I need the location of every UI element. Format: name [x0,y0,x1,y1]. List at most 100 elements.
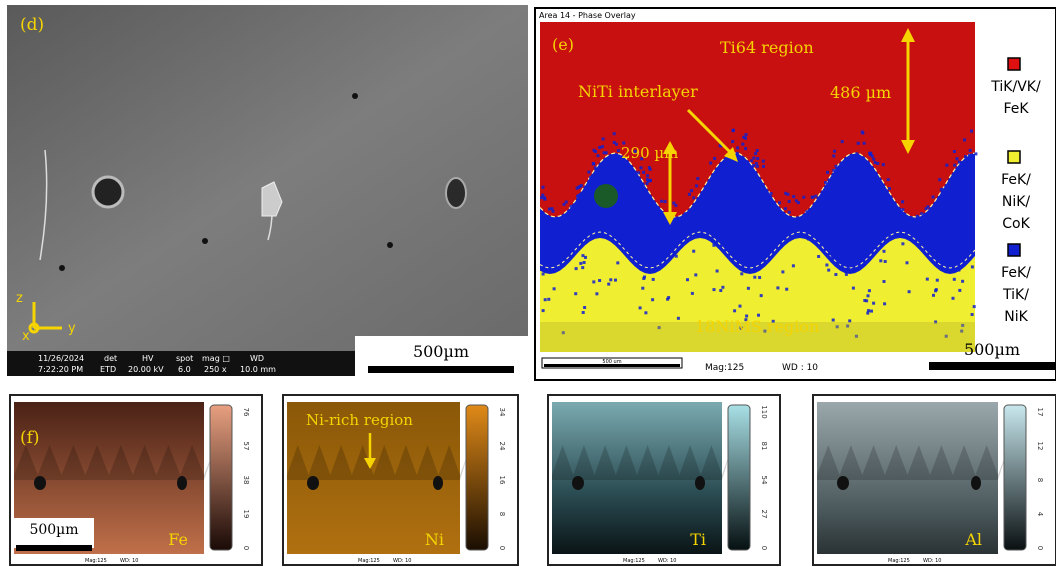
phase-pixel [852,287,855,290]
phase-pixel [641,287,644,290]
phase-pixel [575,267,578,270]
phase-pixel [926,205,929,208]
colorbar-tick: 17 [1036,408,1044,417]
phase-pixel [640,166,643,169]
phase-pixel [547,298,550,301]
phase-pixel [544,298,547,301]
footer-mag: Mag:125 [705,363,744,373]
legend-line: FeK/ [1001,265,1031,281]
phase-pixel [867,294,870,297]
phase-pixel [744,147,747,150]
footer-wd: WD : 10 [782,363,818,373]
info-label: mag □ [202,354,230,363]
phase-pixel [830,256,833,259]
phase-pixel [930,207,933,210]
phase-pixel [731,140,734,143]
figure: (d) z x y 11/26/2024 7:22:20 PM det ETD … [0,0,1056,567]
phase-pixel [901,242,904,245]
phase-pixel [732,129,735,132]
info-label: det [104,354,117,363]
phase-pixel [582,311,585,314]
scale-bar [929,362,1056,370]
phase-pixel [548,208,551,211]
info-value: 250 x [204,365,227,374]
phase-pixel [684,212,687,215]
phase-pixel [760,294,763,297]
phase-pixel [883,302,886,305]
colorbar [728,405,750,550]
scale-label: 500µm [964,340,1020,359]
phase-pixel [649,168,652,171]
phase-pixel [776,286,779,289]
info-value: 10.0 mm [240,365,276,374]
panel-label: (e) [552,35,574,54]
phase-pixel [958,289,961,292]
scale-bar [16,545,92,551]
pore [433,476,443,490]
phase-pixel [617,149,620,152]
phase-pixel [827,269,830,272]
phase-pixel [692,196,695,199]
phase-pixel [595,292,598,295]
phase-pixel [602,138,605,141]
phase-pixel [733,309,736,312]
colorbar-tick: 19 [242,510,250,519]
phase-pixel [642,171,645,174]
legend-label: FeK/TiK/NiK [1001,265,1031,325]
phase-pixel [584,256,587,259]
phase-pixel [736,146,739,149]
phase-pixel [788,200,791,203]
phase-pixel [788,211,791,214]
sem-image [7,5,528,351]
axis-label: x [22,329,30,344]
phase-pixel [953,150,956,153]
pore [177,476,187,490]
phase-pixel [664,200,667,203]
phase-pixel [857,142,860,145]
phase-pixel [754,152,757,155]
map-footer-wd: WD: 10 [393,558,411,564]
phase-pixel [614,279,617,282]
phase-pixel [694,273,697,276]
phase-pixel [926,278,929,281]
info-time: 7:22:20 PM [38,365,83,374]
phase-pixel [542,309,545,312]
phase-pixel [785,288,788,291]
phase-pixel [824,181,827,184]
phase-pixel [869,153,872,156]
phase-pixel [692,250,695,253]
colorbar-tick: 110 [760,405,768,418]
phase-pixel [580,184,583,187]
colorbar-tick: 0 [498,546,506,550]
phase-pixel [953,164,956,167]
info-date: 11/26/2024 [38,354,84,363]
phase-pixel [788,238,791,241]
phase-pixel [945,164,948,167]
annotation: 486 µm [830,83,891,102]
colorbar-tick: 0 [760,546,768,550]
phase-pixel [971,313,974,316]
phase-pixel [841,140,844,143]
phase-pixel [932,196,935,199]
phase-pixel [792,264,795,267]
phase-pixel [579,262,582,265]
phase-pixel [762,165,765,168]
phase-pixel [918,243,921,246]
phase-pixel [802,196,805,199]
phase-pixel [797,201,800,204]
phase-pixel [855,152,858,155]
phase-pixel [778,201,781,204]
colorbar-tick: 0 [1036,546,1044,550]
phase-pixel [755,162,758,165]
phase-pixel [828,179,831,182]
phase-pixel [825,264,828,267]
info-value: 20.00 kV [128,365,164,374]
legend-line: TiK/ [1002,287,1029,303]
panel-e: Area 14 - Phase Overlay (e) Ti64 region … [535,8,1056,380]
phase-pixel [739,305,742,308]
phase-pixel [651,298,654,301]
phase-pixel [594,166,597,169]
map-footer-mag: Mag:125 [85,558,107,564]
map-footer-wd: WD: 10 [923,558,941,564]
legend-swatch [1008,58,1020,70]
